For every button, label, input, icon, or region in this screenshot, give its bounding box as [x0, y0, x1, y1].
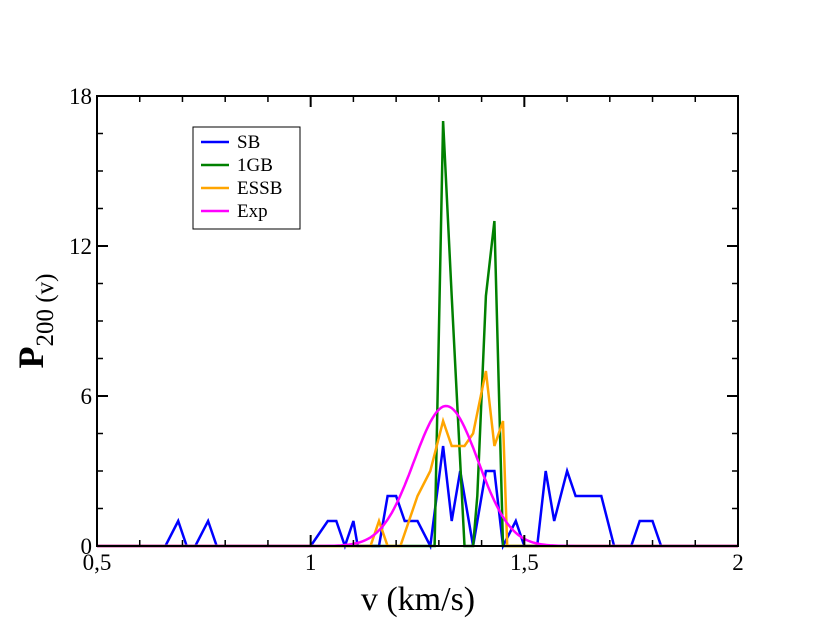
y-tick-label: 0 [81, 534, 93, 559]
x-tick-label: 0,5 [83, 550, 112, 575]
svg-text:P200 (v): P200 (v) [11, 274, 59, 369]
y-axis-label-main: P [11, 346, 51, 368]
legend-label-essb: ESSB [237, 178, 282, 199]
y-axis-label-sub: 200 (v) [32, 274, 59, 347]
x-axis-label: v (km/s) [361, 581, 475, 618]
y-tick-label: 18 [69, 84, 92, 109]
series-line-sb [97, 445, 738, 551]
y-axis-label: P200 (v) [11, 274, 59, 369]
series-line-essb [97, 370, 738, 548]
x-tick-label: 2 [732, 550, 744, 575]
y-tick-label: 12 [69, 234, 92, 259]
x-tick-label: 1 [305, 550, 317, 575]
y-tick-label: 6 [81, 384, 93, 409]
ticks-layer: 0,5 1 1,5 2 0 6 12 18 [69, 84, 744, 575]
legend-label-exp: Exp [237, 201, 268, 222]
legend-label-1gb: 1GB [237, 155, 273, 176]
x-tick-label: 1,5 [510, 550, 539, 575]
legend-label-sb: SB [237, 132, 260, 153]
series-line-exp [97, 404, 738, 548]
